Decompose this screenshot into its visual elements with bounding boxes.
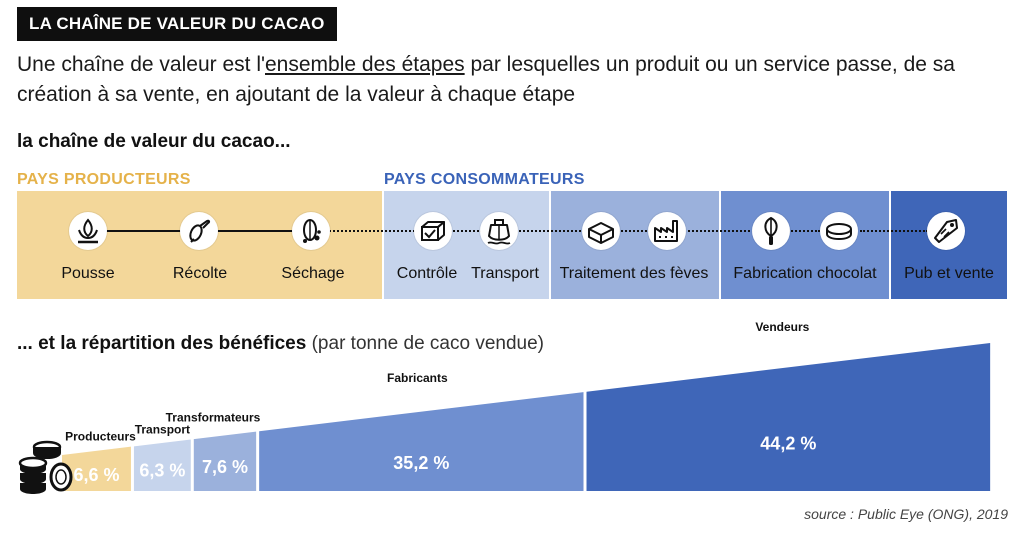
intro-after: par lesquelles un produit ou un service … [17, 53, 955, 106]
chocolate-icon [820, 212, 858, 250]
connector-line [106, 230, 194, 232]
step-label-controle: Contrôle [396, 265, 458, 282]
connector-line [618, 230, 650, 232]
share-value-label: 6,6 % [73, 465, 119, 485]
connector-line [684, 230, 754, 232]
ship-icon [480, 212, 518, 250]
segment-control-transport [384, 191, 549, 299]
shares-heading: ... et la répartition des bénéfices (par… [17, 333, 544, 355]
whisk-icon [752, 212, 790, 250]
chain-heading: la chaîne de valeur du cacao... [17, 131, 291, 152]
cocoa-beans-icon [292, 212, 330, 250]
segment-manufacturing [721, 191, 889, 299]
shares-heading-bold: ... et la répartition des bénéfices [17, 333, 307, 354]
share-value-label: 44,2 % [760, 433, 816, 453]
share-category-label: Vendeurs [755, 320, 809, 334]
connector-line [450, 230, 482, 232]
step-label-recolte: Récolte [172, 265, 228, 282]
connector-line [516, 230, 584, 232]
step-label-fabrication: Fabrication chocolat [733, 265, 877, 282]
share-category-label: Transformateurs [166, 411, 261, 425]
segment-processing [551, 191, 719, 299]
share-segment-vendeurs [586, 343, 991, 491]
connector-line [217, 230, 293, 232]
step-label-sechage: Séchage [281, 265, 345, 282]
share-segment-transformateurs [193, 431, 257, 491]
group-label-consumers: PAYS CONSOMMATEURS [384, 171, 585, 188]
intro-text: Une chaîne de valeur est l'ensemble des … [17, 50, 1012, 110]
coins-icon [15, 439, 77, 495]
sprout-icon [69, 212, 107, 250]
intro-underlined: ensemble des étapes [265, 53, 465, 76]
share-category-label: Fabricants [387, 371, 448, 385]
step-label-pousse: Pousse [61, 265, 115, 282]
price-tag-icon [927, 212, 965, 250]
checked-box-icon [414, 212, 452, 250]
connector-line [329, 230, 415, 232]
share-value-label: 35,2 % [393, 453, 449, 473]
connector-line [860, 230, 928, 232]
step-label-pub-vente: Pub et vente [904, 265, 994, 282]
harvest-icon [180, 212, 218, 250]
share-value-label: 7,6 % [202, 457, 248, 477]
step-label-traitement: Traitement des fèves [559, 265, 709, 282]
source-note: source : Public Eye (ONG), 2019 [804, 506, 1008, 522]
connector-line [788, 230, 820, 232]
share-category-label: Transport [135, 422, 190, 436]
package-icon [582, 212, 620, 250]
intro-before: Une chaîne de valeur est l' [17, 53, 265, 76]
share-segment-transport [133, 439, 191, 491]
group-label-producers: PAYS PRODUCTEURS [17, 171, 191, 188]
share-value-label: 6,3 % [139, 461, 185, 481]
step-label-transport: Transport [471, 265, 539, 282]
page-title: LA CHAÎNE DE VALEUR DU CACAO [17, 7, 337, 41]
factory-icon [648, 212, 686, 250]
share-segment-fabricants [259, 392, 584, 491]
shares-heading-light: (par tonne de caco vendue) [306, 333, 544, 354]
